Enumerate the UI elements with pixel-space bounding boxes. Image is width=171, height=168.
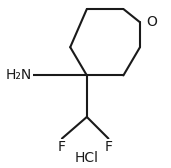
Text: F: F — [58, 140, 66, 154]
Text: H₂N: H₂N — [6, 68, 32, 82]
Text: HCl: HCl — [75, 152, 99, 165]
Text: O: O — [147, 15, 157, 29]
Text: H: H — [22, 68, 32, 82]
Text: F: F — [104, 140, 112, 154]
